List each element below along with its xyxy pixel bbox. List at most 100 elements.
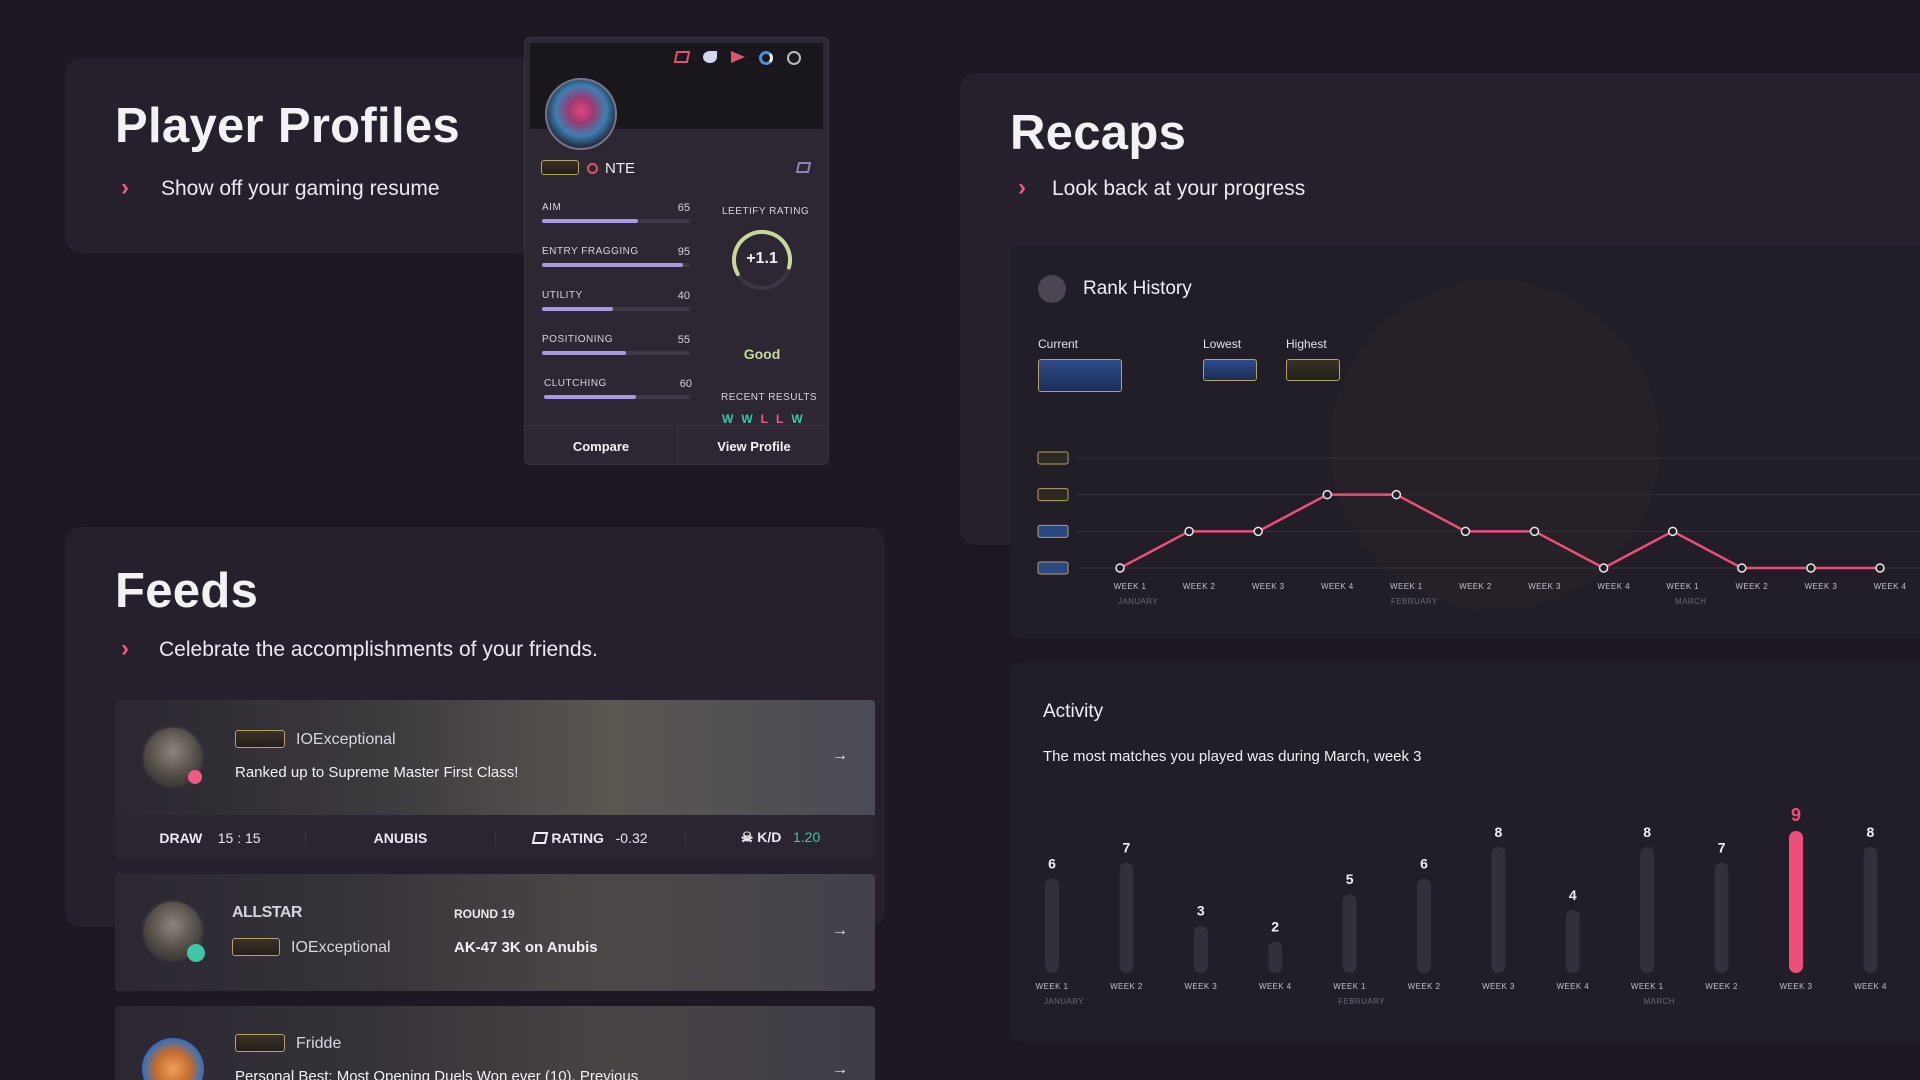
rank-badge: [235, 1034, 285, 1052]
x-group-label: MARCH: [1675, 597, 1706, 606]
stat-row: POSITIONING 55: [542, 334, 690, 378]
bar: [1342, 894, 1357, 973]
current-rank-badge: [1038, 359, 1122, 392]
bar: [1193, 925, 1208, 973]
stat-row: UTILITY 40: [542, 290, 690, 334]
x-tick-label: WEEK 1: [1666, 582, 1699, 591]
kd-value: 1.20: [793, 829, 821, 845]
chevron-right-icon: ›: [121, 635, 129, 662]
feeds-title: Feeds: [115, 564, 259, 618]
stat-value: 55: [677, 334, 690, 346]
recaps-title: Recaps: [1010, 106, 1187, 160]
profiles-subtitle: Show off your gaming resume: [161, 177, 440, 200]
data-point: [1391, 489, 1402, 500]
platform-icons: [673, 51, 801, 65]
arrow-right-icon[interactable]: →: [832, 1061, 848, 1078]
bar: [1417, 878, 1431, 973]
data-label: 5: [1346, 871, 1354, 887]
x-tick-label: WEEK 3: [1805, 582, 1838, 591]
data-point: [1875, 563, 1885, 573]
bar: [1491, 846, 1506, 973]
round-label: ROUND 19: [454, 907, 515, 921]
activity-panel: Activity The most matches you played was…: [1010, 663, 1920, 1041]
feed-username[interactable]: IOExceptional: [296, 731, 396, 748]
stat-value: 60: [679, 378, 692, 390]
highest-rank-badge: [1286, 359, 1340, 381]
feeds-subtitle: Celebrate the accomplishments of your fr…: [159, 638, 598, 661]
esea-icon[interactable]: [787, 51, 801, 65]
faceit-icon[interactable]: [759, 51, 773, 65]
profiles-panel: [65, 58, 535, 253]
x-tick-label: WEEK 4: [1854, 982, 1887, 991]
rating-label: RATING: [551, 829, 604, 846]
arrow-right-icon[interactable]: →: [832, 747, 848, 764]
rank-badge: [232, 938, 280, 956]
data-label: 7: [1123, 840, 1131, 856]
bar: [1045, 878, 1059, 973]
feed-item[interactable]: ALLSTAR IOExceptional ROUND 19 AK-47 3K …: [115, 874, 875, 991]
data-point: [1529, 526, 1540, 537]
data-point: [1598, 563, 1609, 573]
compare-button[interactable]: Compare: [525, 426, 678, 464]
profiles-title: Player Profiles: [115, 99, 460, 153]
data-label: 8: [1643, 824, 1651, 840]
data-label: 8: [1867, 824, 1875, 840]
x-tick-label: WEEK 1: [1333, 982, 1366, 991]
data-point: [1253, 526, 1263, 537]
view-profile-button[interactable]: View Profile: [717, 438, 791, 454]
x-tick-label: WEEK 2: [1110, 982, 1143, 991]
data-point: [1184, 526, 1194, 537]
play-icon: [187, 944, 205, 962]
x-tick-label: WEEK 3: [1482, 982, 1515, 991]
steam-watermark-icon: [1330, 280, 1660, 610]
chevron-right-icon: ›: [121, 174, 129, 201]
stat-bar-fill: [544, 395, 636, 399]
data-point: [1667, 526, 1678, 537]
feed-username[interactable]: Fridde: [296, 1035, 342, 1052]
result-loss: L: [760, 412, 768, 426]
recent-results: W W L L W: [722, 412, 803, 426]
highest-rank-label: Highest: [1286, 337, 1327, 351]
recent-results-label: RECENT RESULTS: [721, 392, 818, 403]
recaps-subtitle: Look back at your progress: [1052, 177, 1306, 200]
data-label: 7: [1718, 840, 1726, 856]
data-point: [1322, 489, 1333, 500]
leetify-icon[interactable]: [673, 51, 691, 63]
bar: [1789, 831, 1803, 973]
stat-bar: [542, 351, 690, 355]
leetify-icon: [795, 162, 812, 173]
x-tick-label: WEEK 4: [1321, 582, 1354, 591]
activity-title: Activity: [1043, 701, 1104, 722]
bar: [1565, 909, 1580, 973]
status-icon: [587, 163, 598, 174]
data-label: 4: [1569, 887, 1577, 903]
stat-bar: [542, 307, 690, 311]
stat-row: ENTRY FRAGGING 95: [542, 246, 690, 290]
skull-icon: ☠: [740, 829, 754, 845]
y-tick-rank-icon: [1037, 488, 1069, 502]
stat-bar: [542, 263, 690, 267]
chevron-right-icon: ›: [1018, 174, 1026, 201]
stat-bar-fill: [542, 263, 683, 267]
x-tick-label: WEEK 2: [1705, 982, 1738, 991]
bar: [1640, 846, 1655, 973]
profile-avatar: [545, 78, 617, 150]
activity-description: The most matches you played was during M…: [1043, 748, 1422, 765]
feed-text: Personal Best: Most Opening Duels Won ev…: [235, 1068, 639, 1080]
data-label: 6: [1048, 855, 1056, 871]
steam-icon: [1038, 275, 1066, 303]
valorant-icon[interactable]: [731, 51, 745, 63]
y-tick-rank-icon: [1037, 524, 1069, 538]
feed-item[interactable]: Fridde Personal Best: Most Opening Duels…: [115, 1006, 875, 1080]
arrow-right-icon[interactable]: →: [832, 922, 848, 939]
data-point: [1806, 563, 1816, 573]
stat-value: 95: [677, 246, 690, 258]
stat-bar-fill: [542, 219, 639, 223]
feed-username[interactable]: IOExceptional: [291, 939, 391, 956]
x-tick-label: WEEK 3: [1252, 582, 1285, 591]
steam-icon[interactable]: [703, 51, 717, 63]
data-label: 2: [1271, 918, 1279, 934]
match-result: DRAW 15 : 15: [115, 830, 305, 846]
feed-item[interactable]: IOExceptional Ranked up to Supreme Maste…: [115, 700, 875, 860]
data-label: 9: [1791, 805, 1801, 825]
